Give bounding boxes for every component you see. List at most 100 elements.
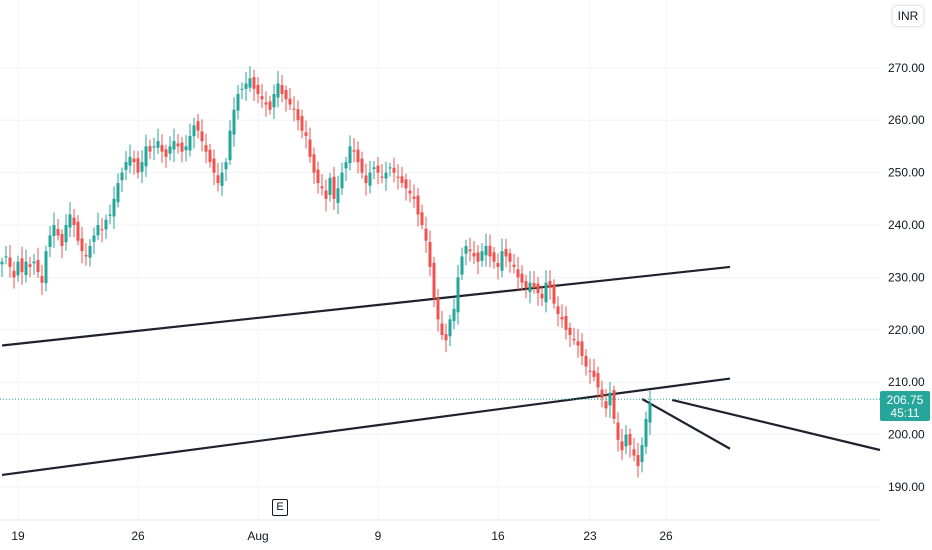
- candle-body: [260, 96, 264, 100]
- y-tick-label: 270.00: [888, 61, 925, 75]
- candle-body: [364, 175, 368, 184]
- candle-body: [160, 144, 164, 152]
- candle-body: [72, 217, 76, 225]
- candle-body: [288, 98, 292, 105]
- trendlines: [1, 265, 881, 477]
- candle-body: [32, 261, 36, 264]
- candle-body: [436, 298, 440, 320]
- candle-body: [172, 141, 176, 150]
- candle-body: [240, 88, 244, 90]
- candle-body: [56, 229, 60, 236]
- trendline[interactable]: [1, 265, 731, 347]
- candle-body: [20, 258, 24, 273]
- candle-body: [236, 94, 240, 111]
- candle-body: [564, 315, 568, 330]
- candle-body: [192, 125, 196, 137]
- candle-body: [492, 252, 496, 262]
- candle-body: [188, 135, 192, 151]
- candle-body: [472, 253, 476, 257]
- candle-body: [88, 245, 92, 258]
- candle-body: [256, 84, 260, 94]
- candle-body: [60, 233, 64, 246]
- candle-body: [312, 154, 316, 173]
- candle-body: [392, 167, 396, 173]
- candle-body: [500, 251, 504, 271]
- candle-body: [416, 195, 420, 215]
- candle-body: [124, 162, 128, 170]
- candle-body: [336, 188, 340, 203]
- candle-body: [408, 190, 412, 194]
- candle-body: [84, 255, 88, 257]
- candle-body: [488, 245, 492, 257]
- candle-body: [208, 149, 212, 163]
- candle-body: [344, 162, 348, 169]
- candle-body: [132, 158, 136, 163]
- candle-body: [528, 282, 532, 292]
- candle-body: [180, 142, 184, 152]
- candle-body: [48, 235, 52, 248]
- candle-body: [368, 172, 372, 186]
- candle-body: [620, 441, 624, 451]
- candle-body: [648, 403, 652, 423]
- candle-body: [388, 167, 392, 169]
- candle-body: [476, 252, 480, 262]
- x-axis[interactable]: 19 26 Aug 9 16 23 26: [11, 529, 673, 543]
- candle-body: [0, 261, 4, 265]
- candle-body: [580, 341, 584, 356]
- trendline[interactable]: [641, 398, 731, 450]
- candle-body: [28, 264, 32, 267]
- y-tick-label: 230.00: [888, 270, 925, 284]
- candle-body: [404, 179, 408, 189]
- candle-body: [40, 276, 44, 283]
- candle-body: [632, 449, 636, 456]
- trendline-projection[interactable]: [671, 398, 881, 452]
- candle-body: [504, 248, 508, 257]
- candle-body: [64, 225, 68, 243]
- candle-body: [616, 422, 620, 440]
- y-tick-label: 260.00: [888, 113, 925, 127]
- candle-body: [96, 225, 100, 236]
- candle-body: [420, 212, 424, 225]
- candle-body: [244, 83, 248, 89]
- candle-body: [636, 455, 640, 467]
- candle-body: [468, 249, 472, 252]
- candle-body: [296, 109, 300, 121]
- earnings-event-marker[interactable]: E: [272, 499, 288, 516]
- trendline[interactable]: [1, 377, 731, 477]
- y-tick-label: 210.00: [888, 375, 925, 389]
- candle-body: [356, 149, 360, 163]
- x-tick-label: 16: [491, 529, 505, 543]
- candle-body: [584, 356, 588, 367]
- candle-body: [52, 225, 56, 236]
- candle-body: [100, 229, 104, 231]
- candle-body: [516, 269, 520, 278]
- candle-body: [280, 85, 284, 94]
- x-tick-label: Aug: [247, 529, 268, 543]
- candle-body: [24, 261, 28, 276]
- grid: [0, 0, 880, 520]
- candle-body: [484, 245, 488, 256]
- candle-body: [452, 308, 456, 322]
- candle-body: [512, 264, 516, 267]
- candle-body: [556, 306, 560, 315]
- candle-body: [268, 101, 272, 110]
- candle-body: [628, 434, 632, 446]
- x-tick-label: 26: [659, 529, 673, 543]
- candle-body: [164, 149, 168, 157]
- currency-badge[interactable]: INR: [893, 6, 923, 26]
- candle-body: [440, 323, 444, 336]
- candle-body: [552, 284, 556, 304]
- candle-body: [576, 341, 580, 346]
- x-tick-label: 26: [131, 529, 145, 543]
- candle-body: [196, 121, 200, 131]
- candle-body: [304, 132, 308, 136]
- candle-body: [372, 167, 376, 170]
- y-tick-label: 250.00: [888, 166, 925, 180]
- candle-body: [572, 338, 576, 341]
- y-axis[interactable]: 190.00 200.00 210.00 220.00 230.00 240.00 250.…: [888, 61, 925, 494]
- candle-body: [624, 434, 628, 447]
- candle-body: [144, 146, 148, 167]
- candle-body: [596, 373, 600, 388]
- candle-body: [16, 261, 20, 276]
